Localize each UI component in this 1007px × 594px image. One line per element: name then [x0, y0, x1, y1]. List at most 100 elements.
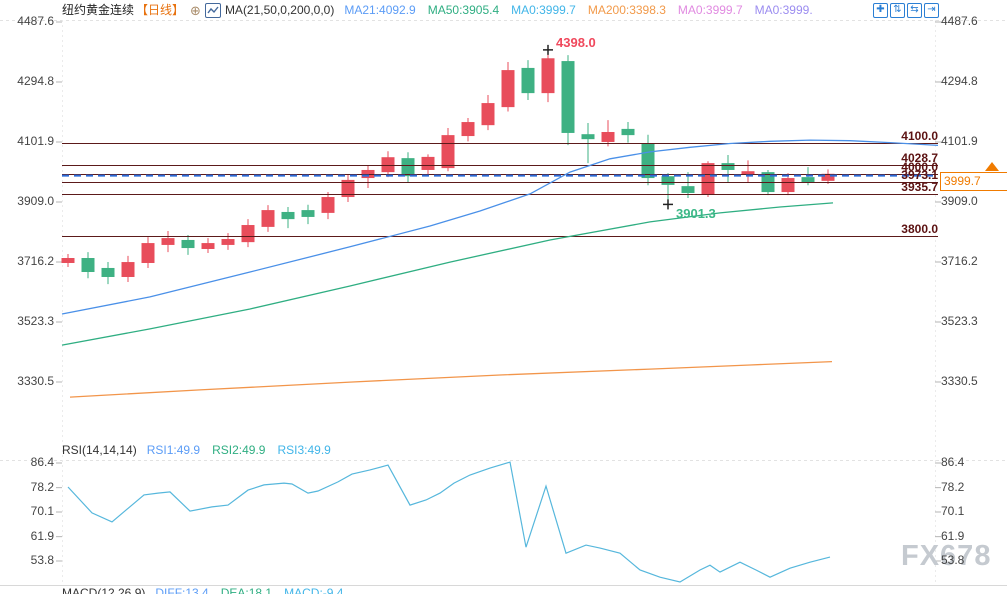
price-axis-label: 3716.2: [941, 253, 978, 268]
chart-header: 纽约黄金连续 【日线】 ⊕ MA(21,50,0,200,0,0) MA21:4…: [62, 2, 825, 19]
last-price-tag: 3999.7: [940, 172, 1007, 191]
candle-body: [661, 176, 675, 185]
candle-body: [401, 158, 415, 177]
ma-value: MA50:3905.4: [427, 3, 500, 17]
rsi-axis-label: 70.1: [941, 503, 965, 518]
watermark: FX678: [901, 540, 992, 572]
rsi-axis-label: 61.9: [941, 528, 965, 543]
level-label: 4028.7: [901, 150, 938, 165]
rsi-value: RSI1:49.9: [146, 443, 201, 457]
price-axis-label: 4101.9: [941, 133, 978, 148]
rsi-line: [67, 461, 831, 583]
candle-body: [821, 173, 835, 181]
ma-line-ma50: [61, 202, 834, 346]
level-label: 4000.0: [901, 159, 938, 174]
candle-body: [281, 211, 295, 220]
ma-value: MA0:3999.7: [511, 3, 576, 17]
candle-body: [321, 197, 335, 213]
candle-body: [301, 210, 315, 217]
candle-body: [521, 67, 535, 94]
candle-body: [61, 258, 75, 263]
rsi-axis-label: 78.2: [30, 479, 54, 494]
pan-icon[interactable]: ✚: [873, 3, 888, 18]
level-label: 4100.0: [901, 128, 938, 143]
level-label: 3973.1: [901, 167, 938, 182]
rsi-settings-label[interactable]: RSI(14,14,14): [62, 443, 137, 457]
candle-body: [441, 135, 455, 169]
level-label: 3800.0: [901, 221, 938, 236]
ma-value: MA0:3999.7: [677, 3, 743, 17]
macd-value: DEA:18.1: [220, 586, 273, 594]
macd-value: DIFF:13.4: [155, 586, 209, 594]
candle-body: [621, 128, 635, 136]
candle-body: [641, 143, 655, 179]
candle-body: [541, 58, 555, 94]
ma-values: MA21:4092.9 MA50:3905.4 MA0:3999.7 MA200:33…: [344, 2, 824, 19]
candle-body: [781, 178, 795, 193]
rsi-axis-label: 70.1: [30, 503, 54, 518]
macd-values: DIFF:13.4 DEA:18.1 MACD:-9.4: [155, 586, 355, 594]
candle-body: [181, 239, 195, 249]
candle-body: [601, 132, 615, 142]
price-axis-label: 3716.2: [17, 253, 54, 268]
high-annotation: 4398.0: [556, 34, 596, 50]
add-indicator-icon[interactable]: ⊕: [190, 3, 201, 18]
price-up-arrow-icon: [985, 162, 999, 171]
candle-body: [461, 122, 475, 137]
candle-body: [101, 267, 115, 277]
ma-line-ma200: [69, 360, 833, 398]
candle-body: [481, 103, 495, 126]
price-axis-label: 3909.0: [941, 194, 978, 208]
candle-body: [141, 243, 155, 263]
candle-body: [341, 179, 355, 198]
price-axis-label: 3330.5: [17, 373, 54, 388]
macd-settings-label[interactable]: MACD(12,26,9): [62, 586, 146, 594]
price-axis-label: 3523.3: [941, 314, 978, 328]
period-label[interactable]: 【日线】: [136, 3, 185, 17]
price-axis-label: 4294.8: [17, 73, 54, 88]
rsi-value: RSI2:49.9: [212, 443, 266, 457]
zoom-horizontal-icon[interactable]: ⇆: [907, 3, 922, 18]
candle-body: [221, 239, 235, 245]
rsi-axis-label: 86.4: [941, 455, 965, 469]
price-axis-label: 3523.3: [17, 314, 54, 328]
macd-value: MACD:-9.4: [284, 586, 344, 594]
ma-line-ma21: [61, 139, 939, 315]
price-axis-label: 3330.5: [941, 373, 978, 388]
level-label: 3935.7: [901, 179, 938, 194]
candle-body: [421, 156, 435, 170]
rsi-axis-label: 61.9: [30, 528, 54, 543]
price-axis-label: 4487.6: [17, 14, 54, 28]
price-axis-label: 3909.0: [17, 194, 54, 208]
macd-header: MACD(12,26,9) DIFF:13.4 DEA:18.1 MACD:-9.4: [62, 586, 355, 594]
rsi-value: RSI3:49.9: [277, 443, 331, 457]
ma-value: MA200:3398.3: [587, 3, 666, 17]
candle-body: [801, 177, 815, 183]
ma-value: MA0:3999.: [754, 3, 813, 17]
price-axis-label: 4294.8: [941, 73, 978, 88]
ma-settings-label[interactable]: MA(21,50,0,200,0,0): [224, 3, 335, 17]
candle-body: [161, 238, 175, 245]
kline-chart-icon[interactable]: [204, 3, 221, 18]
candle-body: [261, 210, 275, 227]
candle-body: [721, 163, 735, 170]
price-axis-label: 4487.6: [941, 14, 978, 28]
rsi-axis-label: 53.8: [941, 552, 965, 567]
candle-body: [241, 225, 255, 243]
last-price-value: 3999.7: [944, 174, 981, 188]
price-axis-label: 4101.9: [17, 133, 54, 148]
chart-toolbar: ✚ ⇅ ⇆ ⇥: [873, 3, 939, 18]
low-annotation: 3901.3: [676, 206, 716, 222]
candle-body: [201, 243, 215, 249]
candle-body: [681, 186, 695, 193]
ma-value: MA21:4092.9: [344, 3, 416, 17]
candle-body: [701, 163, 715, 195]
candle-body: [581, 134, 595, 140]
candle-body: [501, 70, 515, 108]
zoom-vertical-icon[interactable]: ⇅: [890, 3, 905, 18]
instrument-title: 纽约黄金连续: [62, 3, 135, 17]
exit-fullscreen-icon[interactable]: ⇥: [924, 3, 939, 18]
rsi-header: RSI(14,14,14) RSI1:49.9 RSI2:49.9 RSI3:49.9: [62, 443, 343, 457]
